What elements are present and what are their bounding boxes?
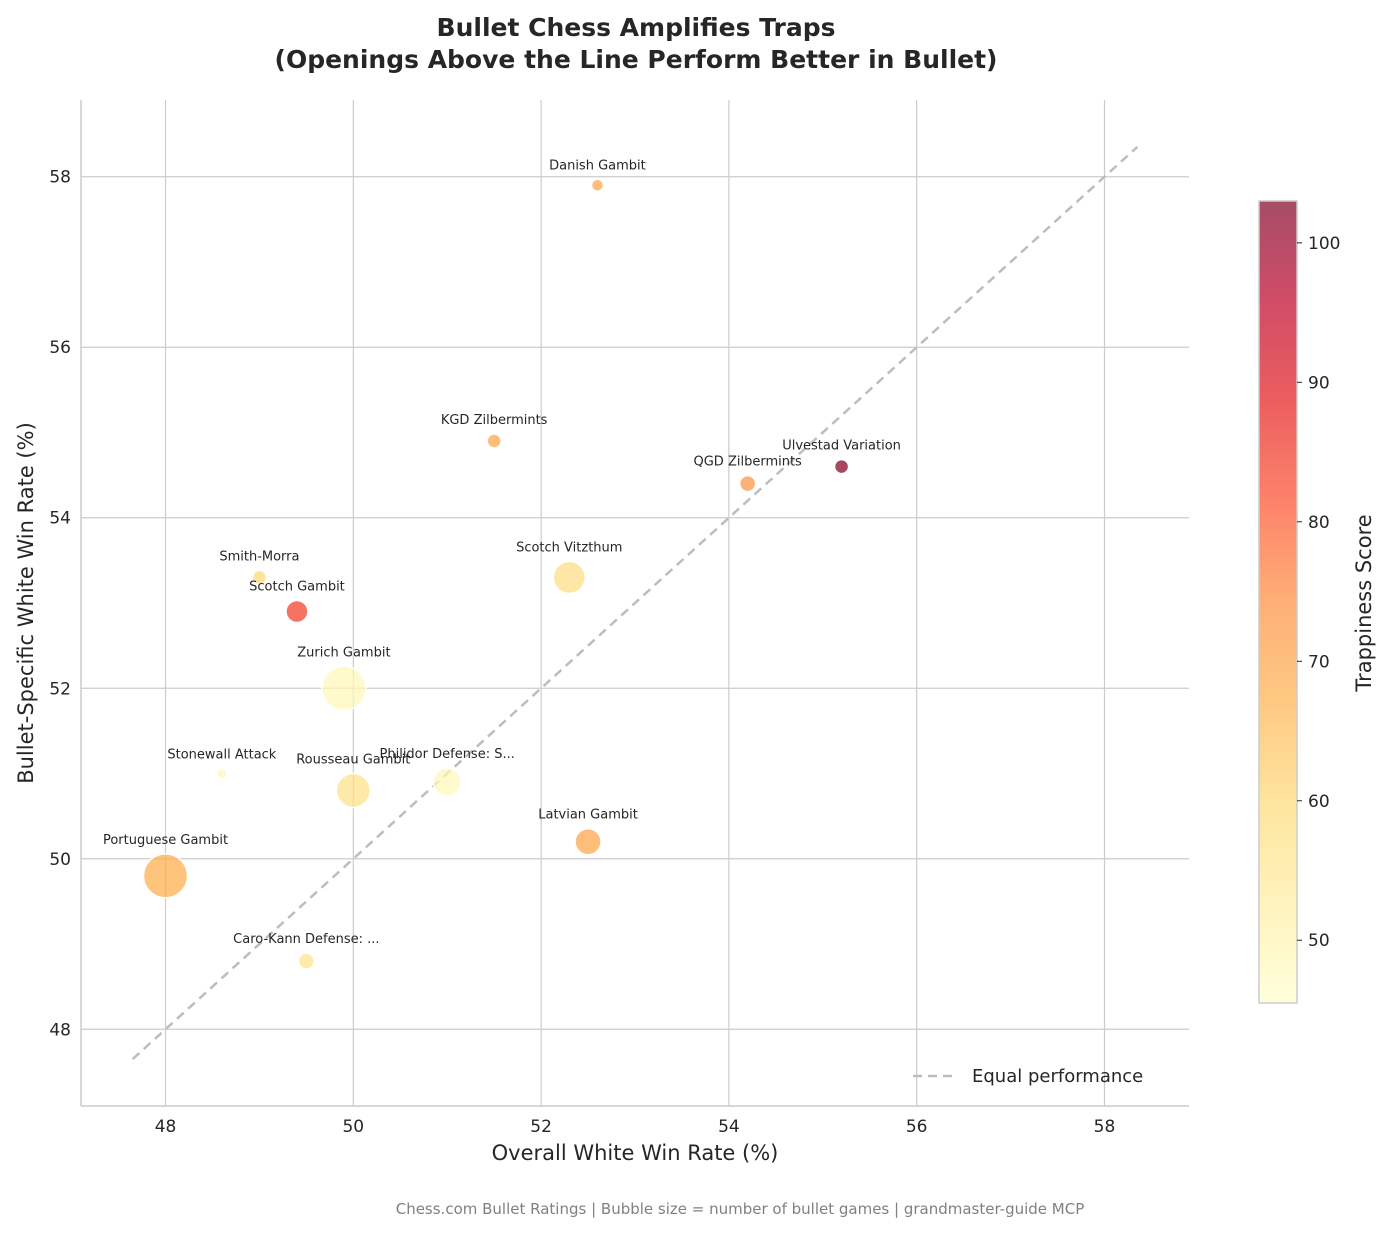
point-labels: Danish Gambit KGD Zilbermints QGD Zilbermi… (103, 158, 901, 947)
grid (81, 100, 1189, 1106)
y-tick-label: 48 (49, 1020, 71, 1040)
point-label: Philidor Defense: S... (380, 747, 515, 762)
data-point (297, 952, 316, 970)
point-label: Latvian Gambit (538, 808, 638, 823)
point-label: Rousseau Gambit (296, 753, 410, 768)
data-point (285, 599, 309, 624)
data-point (833, 458, 850, 475)
colorbar-tick-label: 60 (1308, 792, 1330, 812)
x-tick-label: 50 (342, 1117, 364, 1137)
colorbar: 50 60 70 80 90 100 Trappiness Score (1258, 200, 1376, 1004)
data-point (251, 569, 268, 586)
x-tick-label: 54 (718, 1117, 740, 1137)
colorbar-tick-label: 70 (1308, 652, 1330, 672)
x-tick-labels: 48 50 52 54 56 58 (155, 1117, 1116, 1137)
data-point (738, 474, 757, 493)
colorbar-tick-label: 50 (1308, 931, 1330, 951)
data-point (590, 178, 605, 193)
x-tick-label: 48 (155, 1117, 177, 1137)
x-tick-label: 52 (530, 1117, 552, 1137)
chart-title-line-2: (Openings Above the Line Perform Better … (275, 45, 998, 74)
point-label: KGD Zilbermints (441, 413, 548, 428)
data-point (335, 772, 372, 809)
legend-label: Equal performance (972, 1066, 1143, 1087)
colorbar-ticks: 50 60 70 80 90 100 (1297, 234, 1340, 951)
data-points (142, 178, 850, 970)
colorbar-tick-label: 100 (1308, 234, 1340, 254)
x-tick-label: 56 (906, 1117, 928, 1137)
point-label: Danish Gambit (549, 158, 646, 173)
colorbar-tick-label: 90 (1308, 373, 1330, 393)
point-label: Stonewall Attack (167, 748, 276, 763)
point-label: Caro-Kann Defense: ... (233, 932, 379, 947)
point-label: Scotch Vitzthum (516, 540, 622, 555)
point-label: Ulvestad Variation (782, 439, 901, 454)
point-label: Smith-Morra (219, 549, 299, 564)
data-point (142, 853, 189, 899)
y-tick-labels: 48 50 52 54 56 58 (49, 168, 71, 1041)
point-label: Scotch Gambit (249, 580, 345, 595)
footer-caption: Chess.com Bullet Ratings | Bubble size =… (396, 1200, 1085, 1218)
x-tick-label: 58 (1094, 1117, 1116, 1137)
data-point (574, 827, 602, 856)
equal-performance-line (131, 145, 1139, 1061)
y-tick-label: 56 (49, 338, 71, 358)
point-label: Portuguese Gambit (103, 833, 228, 848)
data-point (216, 767, 228, 780)
x-axis-label: Overall White Win Rate (%) (492, 1141, 779, 1165)
y-tick-label: 52 (49, 679, 71, 699)
point-label: Zurich Gambit (297, 645, 390, 660)
colorbar-label: Trappiness Score (1352, 514, 1376, 692)
y-tick-label: 54 (49, 509, 71, 529)
y-axis-label: Bullet-Specific White Win Rate (%) (14, 422, 38, 784)
chart-title-line-1: Bullet Chess Amplifies Traps (437, 13, 836, 42)
y-tick-label: 50 (49, 850, 71, 870)
data-point (486, 433, 502, 449)
colorbar-tick-label: 80 (1308, 513, 1330, 533)
data-point (432, 767, 462, 797)
colorbar-gradient (1258, 200, 1298, 1004)
legend: Equal performance (913, 1066, 1143, 1087)
data-point (552, 560, 587, 595)
point-label: QGD Zilbermints (694, 455, 803, 470)
data-point (321, 665, 367, 712)
y-tick-label: 58 (49, 168, 71, 188)
